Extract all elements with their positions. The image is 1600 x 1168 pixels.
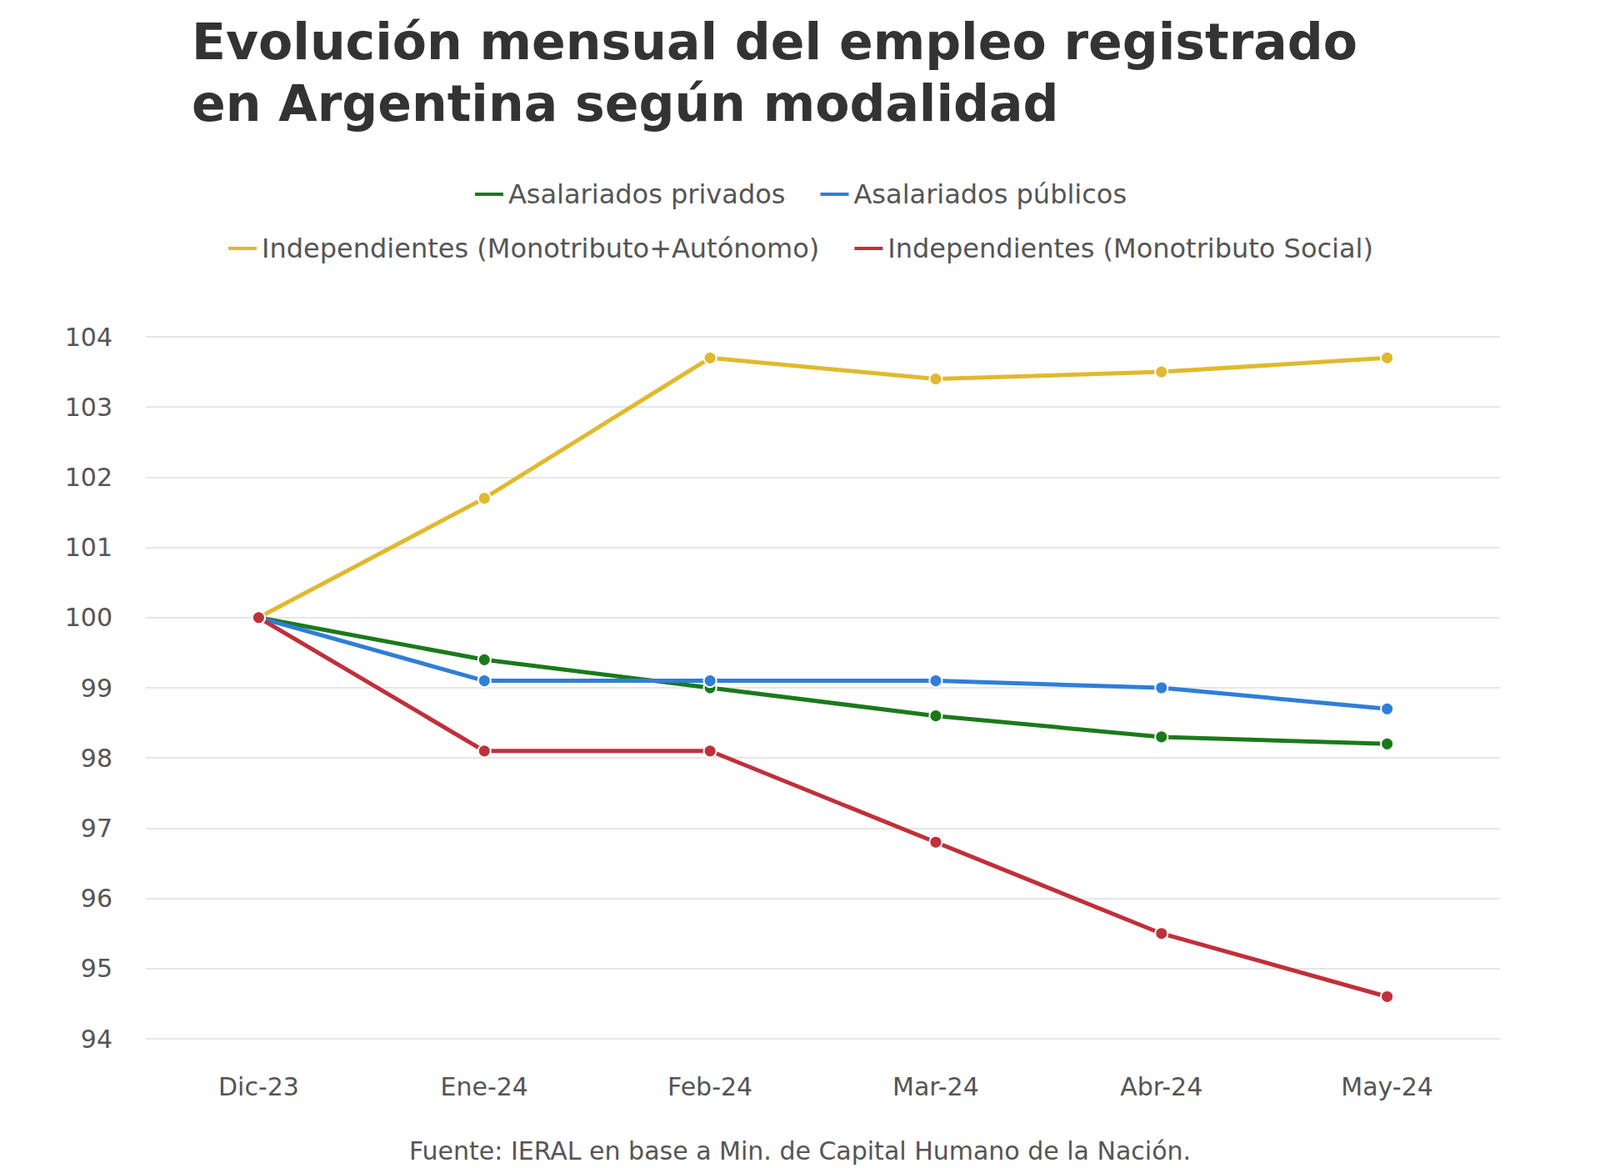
svg-text:103: 103 <box>65 392 113 422</box>
svg-text:Independientes (Monotributo+Au: Independientes (Monotributo+Autónomo) <box>261 232 820 265</box>
svg-text:May-24: May-24 <box>1340 1071 1434 1101</box>
svg-text:102: 102 <box>65 462 113 492</box>
svg-text:94: 94 <box>80 1024 113 1054</box>
svg-text:100: 100 <box>65 602 113 632</box>
svg-text:98: 98 <box>80 743 113 773</box>
svg-text:95: 95 <box>80 953 113 983</box>
svg-text:96: 96 <box>80 883 113 913</box>
svg-text:Asalariados privados: Asalariados privados <box>508 178 786 210</box>
svg-text:Independientes (Monotributo So: Independientes (Monotributo Social) <box>887 232 1374 265</box>
svg-text:Ene-24: Ene-24 <box>440 1071 529 1101</box>
svg-text:Feb-24: Feb-24 <box>667 1071 753 1101</box>
svg-text:Fuente: IERAL en base a Min. d: Fuente: IERAL en base a Min. de Capital … <box>409 1135 1191 1165</box>
svg-text:Abr-24: Abr-24 <box>1120 1071 1203 1101</box>
svg-text:104: 104 <box>65 322 113 352</box>
svg-text:99: 99 <box>80 673 113 703</box>
svg-text:en Argentina según modalidad: en Argentina según modalidad <box>191 74 1059 133</box>
svg-text:97: 97 <box>80 813 113 843</box>
svg-text:Evolución mensual del empleo r: Evolución mensual del empleo registrado <box>191 12 1375 71</box>
svg-text:101: 101 <box>65 532 113 562</box>
svg-text:Asalariados públicos: Asalariados públicos <box>853 178 1127 210</box>
svg-text:Dic-23: Dic-23 <box>218 1071 300 1101</box>
svg-text:Mar-24: Mar-24 <box>892 1071 980 1101</box>
